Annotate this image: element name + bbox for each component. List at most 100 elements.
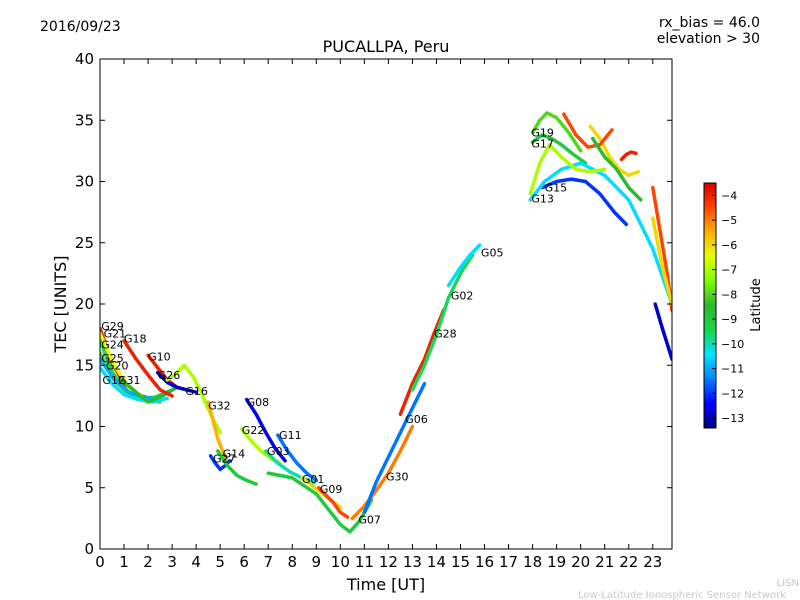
x-tick-label: 2 — [143, 553, 153, 571]
x-tick-label: 1 — [119, 553, 129, 571]
series-line-g05 — [446, 243, 482, 288]
series-label-g31: G31 — [118, 374, 141, 387]
series-line-g11 — [276, 433, 319, 483]
series-label-g17: G17 — [531, 138, 554, 151]
colorbar-tick-label: −11 — [721, 363, 744, 376]
y-axis-label: TEC [UNITS] — [51, 256, 70, 354]
series-label-g18: G18 — [124, 332, 147, 345]
series-label-g15: G15 — [545, 182, 568, 195]
series-label-g07: G07 — [358, 514, 381, 527]
x-tick-label: 12 — [379, 553, 398, 571]
colorbar-tick-label: −9 — [721, 313, 737, 326]
colorbar-tick-label: −7 — [721, 264, 737, 277]
series-line-g32 — [206, 400, 230, 463]
series-label-g01: G01 — [302, 473, 325, 486]
series-label-g25: G25 — [101, 352, 124, 365]
series-line-g20b — [562, 112, 614, 149]
x-tick-label: 20 — [571, 553, 590, 571]
y-tick-label: 0 — [84, 540, 94, 558]
x-tick-label: 17 — [499, 553, 518, 571]
series-label-g20: G20 — [106, 359, 129, 372]
colorbar-label: Latitude — [749, 278, 764, 332]
colorbar-tick-label: −10 — [721, 338, 744, 351]
y-tick-label: 35 — [75, 111, 94, 129]
series-line-g30 — [350, 424, 415, 521]
series-label-g24: G24 — [101, 338, 124, 351]
series-line-g07 — [266, 471, 374, 534]
series-label-g22: G22 — [242, 424, 265, 437]
y-axis: 0 5 10 15 20 25 30 35 40 — [75, 50, 672, 558]
series-label-g06: G06 — [405, 413, 428, 426]
series-line-g15 — [540, 177, 629, 227]
colorbar-tick-label: −4 — [721, 189, 737, 202]
x-tick-label: 7 — [263, 553, 273, 571]
x-tick-label: 8 — [287, 553, 297, 571]
series-line-g14 — [216, 449, 258, 486]
series-label-g27: G27 — [213, 452, 236, 465]
series-line-g28 — [398, 308, 446, 417]
x-tick-label: 13 — [403, 553, 422, 571]
footer-network: Low-Latitude Ionospheric Sensor Network — [578, 590, 786, 600]
colorbar-tick-label: −12 — [721, 387, 744, 400]
x-tick-label: 5 — [215, 553, 225, 571]
colorbar-tick-label: −6 — [721, 239, 737, 252]
x-tick-label: 21 — [595, 553, 614, 571]
y-tick-label: 40 — [75, 50, 94, 68]
elevation-label: elevation > 30 — [657, 31, 760, 47]
series-line-g08 — [244, 397, 287, 463]
series-line-g13 — [528, 161, 672, 306]
chart-date: 2016/09/23 — [40, 19, 121, 35]
x-tick-label: 4 — [191, 553, 201, 571]
series-label-g21: G21 — [104, 327, 127, 340]
y-tick-label: 10 — [75, 418, 94, 436]
x-tick-label: 22 — [619, 553, 638, 571]
series-line-g24b — [590, 136, 643, 202]
series-label-g14: G14 — [223, 447, 246, 460]
y-tick-label: 15 — [75, 356, 94, 374]
series-label-g32: G32 — [208, 400, 231, 413]
series-line-g23 — [588, 124, 641, 178]
series-label-g16: G16 — [185, 385, 208, 398]
x-tick-label: 16 — [475, 553, 494, 571]
series-label-g05: G05 — [481, 247, 504, 260]
series-line-g02 — [410, 253, 475, 392]
series-line-g25b — [653, 302, 672, 361]
series-label-g13: G13 — [531, 193, 554, 206]
series-line-g09 — [316, 486, 350, 519]
x-tick-label: 18 — [523, 553, 542, 571]
series-label-g29: G29 — [101, 320, 124, 333]
series-label-g02: G02 — [451, 289, 474, 302]
x-tick-label: 14 — [427, 553, 446, 571]
series-line-g19 — [530, 111, 583, 153]
x-tick-label: 23 — [643, 553, 662, 571]
series-line-g12 — [100, 365, 170, 404]
x-tick-label: 6 — [239, 553, 249, 571]
series-line-g18 — [122, 339, 174, 398]
colorbar-tick-label: −5 — [721, 214, 737, 227]
x-tick-label: 11 — [355, 553, 374, 571]
y-tick-label: 20 — [75, 295, 94, 313]
x-axis-label: Time [UT] — [346, 575, 425, 594]
series-line-g29b — [651, 216, 672, 306]
colorbar-tick-label: −13 — [721, 412, 744, 425]
series-label-g03: G03 — [267, 445, 290, 458]
rx-bias-label: rx_bias = 46.0 — [659, 15, 760, 31]
series-line-g06 — [362, 381, 427, 515]
x-tick-label: 10 — [331, 553, 350, 571]
chart-title: PUCALLPA, Peru — [323, 37, 450, 56]
x-tick-label: 19 — [547, 553, 566, 571]
series-line-g17 — [530, 133, 588, 165]
x-tick-label: 3 — [167, 553, 177, 571]
x-tick-label: 15 — [451, 553, 470, 571]
y-tick-label: 30 — [75, 173, 94, 191]
footer-lisn: LISN — [777, 578, 799, 589]
colorbar-tick-label: −8 — [721, 288, 737, 301]
series-labels: G29G21G24G25G20G12G31G18G10G26G16G32G27G… — [101, 127, 567, 527]
series-label-g26: G26 — [158, 369, 181, 382]
y-tick-label: 5 — [84, 479, 94, 497]
x-axis: 0 1 2 3 4 5 6 7 8 9 10 11 12 13 14 15 16 17 18 19 20 21 22 23 — [95, 59, 662, 571]
series-label-g11: G11 — [279, 429, 302, 442]
series-label-g19: G19 — [531, 127, 554, 140]
series-line-g20 — [100, 357, 160, 402]
